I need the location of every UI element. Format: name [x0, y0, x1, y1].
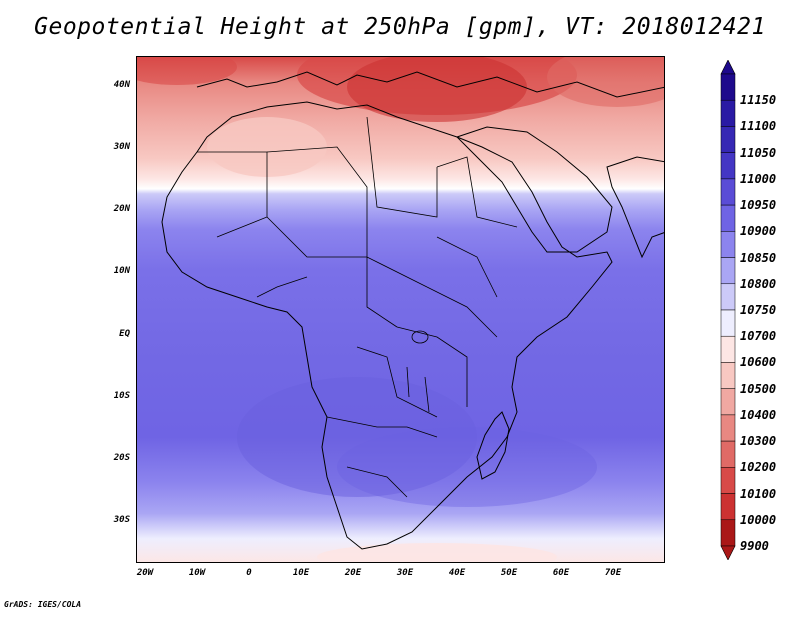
colorbar-level-label: 10750 — [740, 303, 777, 317]
colorbar-swatch — [720, 231, 736, 258]
lat-label: EQ — [119, 329, 130, 339]
lat-label: 30N — [113, 142, 130, 152]
colorbar-swatch — [720, 493, 736, 521]
colorbar-cap-top — [720, 59, 736, 75]
field-core-north — [347, 57, 527, 122]
colorbar-level-label: 10700 — [740, 329, 777, 344]
field-high-south — [317, 543, 557, 562]
colorbar-swatch — [720, 519, 736, 547]
lat-label: 10S — [113, 391, 130, 401]
colorbar-level-label: 9900 — [740, 539, 769, 553]
colorbar-level-label: 10800 — [740, 276, 777, 291]
field-low-southeast — [337, 427, 597, 507]
lon-label: 20E — [344, 568, 362, 578]
lat-label: 30S — [113, 515, 130, 525]
colorbar-level-label: 11100 — [740, 119, 777, 134]
lat-label: 20N — [113, 204, 130, 214]
lon-label: 50E — [500, 568, 518, 578]
colorbar-swatch — [720, 414, 736, 442]
lon-label: 60E — [552, 568, 570, 578]
colorbar-level-label: 11050 — [740, 145, 777, 160]
colorbar-swatch — [720, 467, 736, 494]
colorbar-swatches — [720, 59, 736, 561]
colorbar-swatch — [720, 126, 736, 153]
lon-label: 10W — [188, 568, 206, 578]
lon-label: 20W — [136, 568, 154, 578]
lat-label: 20S — [113, 453, 130, 463]
map-title: Geopotential Height at 250hPa [gpm], VT:… — [34, 14, 766, 40]
field-lobe-west — [207, 117, 327, 177]
colorbar-swatch — [720, 178, 736, 206]
lakes — [406, 330, 430, 413]
lon-label: 30E — [396, 568, 414, 578]
colorbar-level-label: 11150 — [740, 93, 777, 108]
colorbar-level-label: 10400 — [740, 407, 777, 422]
colorbar-level-label: 10200 — [740, 460, 777, 475]
field-max-northeast — [547, 57, 664, 107]
colorbar-level-label: 10950 — [740, 198, 777, 213]
colorbar-level-label: 10300 — [740, 434, 777, 449]
colorbar-level-label: 10100 — [740, 486, 777, 501]
madagascar-coastline — [476, 411, 510, 480]
lat-label: 10N — [113, 266, 130, 276]
colorbar-swatch — [720, 283, 736, 311]
colorbar-swatch — [720, 335, 736, 363]
lat-label: 40N — [113, 80, 130, 90]
colorbar-swatch — [720, 362, 736, 389]
colorbar-level-label: 10000 — [740, 512, 777, 527]
lon-label: 0 — [246, 568, 252, 578]
arabia-coastline — [456, 126, 613, 253]
colorbar-swatch — [720, 152, 736, 180]
colorbar-level-label: 10900 — [740, 224, 777, 239]
colorbar-level-label: 10500 — [740, 381, 777, 396]
colorbar-swatch — [720, 99, 736, 127]
map-panel — [136, 56, 665, 563]
country-borders — [197, 116, 518, 498]
colorbar-level-label: 10850 — [740, 250, 777, 265]
colorbar-swatch — [720, 73, 736, 101]
europe-coastline — [196, 71, 664, 98]
india-coastline — [606, 156, 664, 259]
colorbar-swatch — [720, 440, 736, 468]
colorbar: 11150 11100 11050 11000 10950 10900 10850 10800… — [718, 59, 800, 561]
latitude-axis: 40N 30N 20N 10N EQ 10S 20S 30S — [96, 0, 130, 618]
field-max-northwest — [137, 57, 237, 85]
colorbar-swatch — [720, 257, 736, 285]
colorbar-swatch — [720, 388, 736, 416]
geopotential-field — [137, 57, 664, 562]
colorbar-swatch — [720, 204, 736, 232]
grads-credit: GrADS: IGES/COLA — [4, 600, 82, 609]
lon-label: 10E — [292, 568, 310, 578]
colorbar-level-label: 10600 — [740, 355, 777, 370]
lon-label: 70E — [604, 568, 622, 578]
colorbar-cap-bottom — [720, 545, 736, 561]
colorbar-swatch — [720, 309, 736, 337]
colorbar-level-label: 11000 — [740, 171, 777, 186]
lon-label: 40E — [448, 568, 466, 578]
